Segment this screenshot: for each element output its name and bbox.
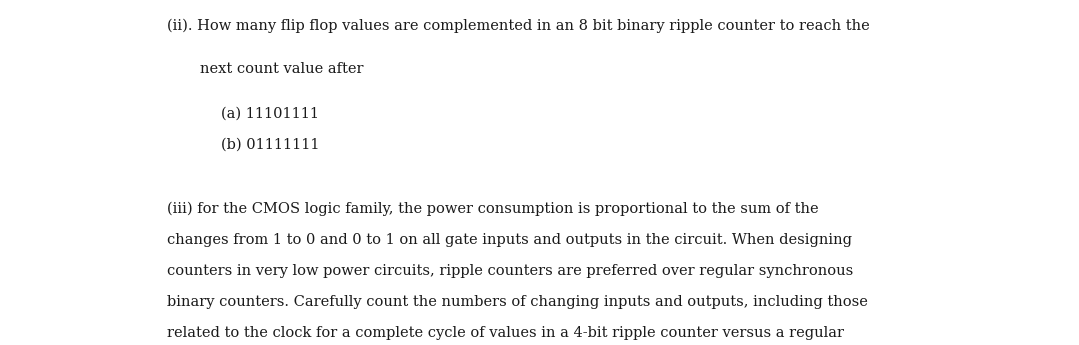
- Text: next count value after: next count value after: [200, 62, 364, 76]
- Text: counters in very low power circuits, ripple counters are preferred over regular : counters in very low power circuits, rip…: [167, 264, 853, 278]
- Text: (a) 11101111: (a) 11101111: [221, 107, 319, 121]
- Text: binary counters. Carefully count the numbers of changing inputs and outputs, inc: binary counters. Carefully count the num…: [167, 295, 869, 309]
- Text: changes from 1 to 0 and 0 to 1 on all gate inputs and outputs in the circuit. Wh: changes from 1 to 0 and 0 to 1 on all ga…: [167, 233, 852, 247]
- Text: (ii). How many flip flop values are complemented in an 8 bit binary ripple count: (ii). How many flip flop values are comp…: [167, 19, 870, 33]
- Text: related to the clock for a complete cycle of values in a 4-bit ripple counter ve: related to the clock for a complete cycl…: [167, 326, 844, 340]
- Text: (b) 01111111: (b) 01111111: [221, 138, 319, 152]
- Text: (iii) for the CMOS logic family, the power consumption is proportional to the su: (iii) for the CMOS logic family, the pow…: [167, 202, 819, 216]
